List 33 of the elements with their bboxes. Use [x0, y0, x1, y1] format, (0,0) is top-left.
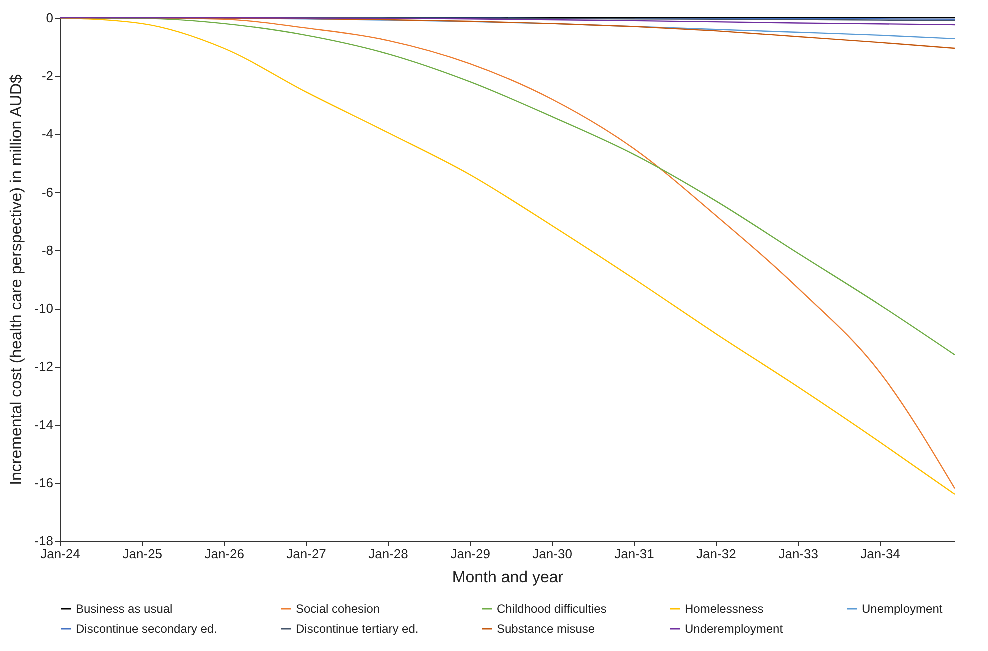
legend-label: Social cohesion: [296, 602, 380, 616]
y-tick-label: -8: [42, 242, 54, 258]
y-tick-label: -2: [42, 68, 54, 84]
x-tick-label: Jan-34: [860, 546, 900, 562]
x-axis-title: Month and year: [452, 570, 564, 586]
legend-label: Business as usual: [76, 602, 173, 616]
y-tick-label: -12: [34, 359, 54, 374]
legend-label: Substance misuse: [497, 622, 596, 636]
x-tick-label: Jan-27: [286, 546, 326, 562]
legend-label: Discontinue secondary ed.: [76, 622, 218, 636]
legend-label: Underemployment: [685, 622, 784, 636]
y-tick-label: -6: [42, 184, 54, 200]
legend-label: Homelessness: [685, 602, 764, 616]
legend-label: Childhood difficulties: [497, 602, 607, 616]
line-series: [59, 17, 956, 26]
x-tick-label: Jan-25: [122, 546, 163, 562]
legend-label: Discontinue tertiary ed.: [296, 622, 419, 636]
x-tick-label: Jan-29: [450, 546, 490, 562]
y-tick-label: -16: [34, 475, 54, 490]
y-tick-label: -10: [34, 301, 54, 316]
x-tick-label: Jan-28: [368, 546, 408, 562]
x-tick-label: Jan-30: [532, 546, 572, 562]
legend-label: Unemployment: [862, 602, 944, 616]
x-tick-label: Jan-24: [40, 546, 80, 562]
x-tick-label: Jan-26: [204, 546, 244, 562]
y-tick-label: -18: [34, 534, 54, 548]
y-tick-label: -4: [42, 126, 54, 142]
y-tick-label: -14: [34, 417, 54, 432]
y-tick-label: 0: [46, 10, 54, 26]
x-tick-label: Jan-33: [778, 546, 818, 562]
y-axis-title: Incremental cost (health care perspective) in million AUD$: [8, 74, 26, 486]
x-tick-label: Jan-31: [614, 546, 654, 562]
x-tick-label: Jan-32: [696, 546, 736, 562]
